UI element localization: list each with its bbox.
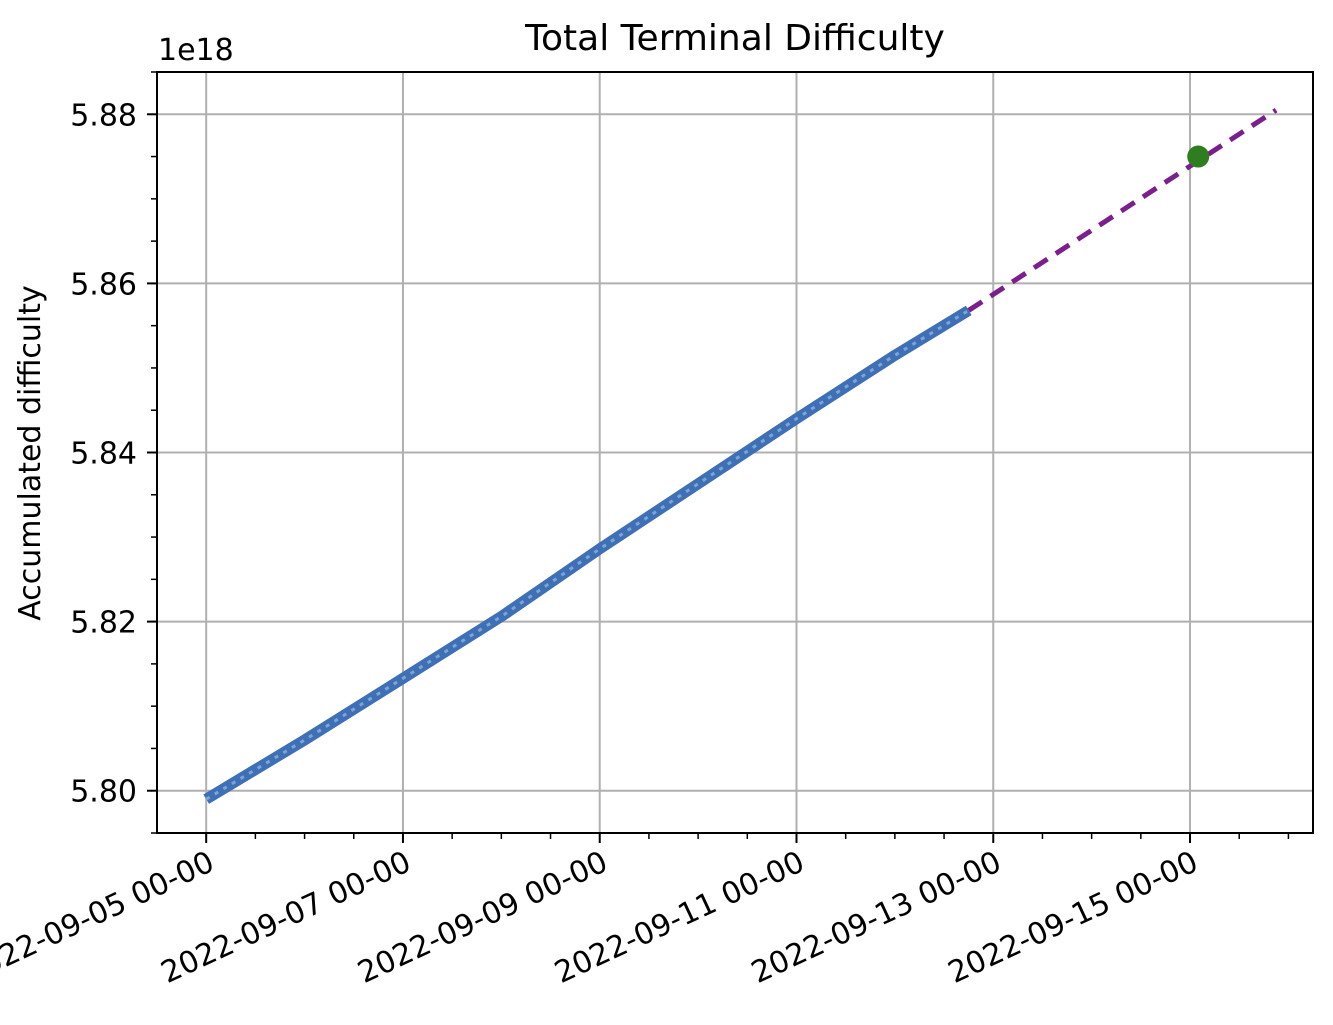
y-tick-label: 5.82: [70, 606, 137, 641]
y-tick-label: 5.80: [70, 775, 137, 810]
y-tick-label: 5.86: [70, 267, 137, 302]
series-layer: [203, 108, 1278, 804]
y-tick-label: 5.88: [70, 98, 137, 133]
y-axis-label: Accumulated difficulty: [13, 285, 48, 621]
y-offset-text: 1e18: [158, 33, 234, 68]
series-line: [203, 305, 972, 804]
y-tick-label: 5.84: [70, 437, 137, 472]
projection-line: [967, 108, 1278, 313]
data-point-marker: [1187, 145, 1210, 168]
chart-title: Total Terminal Difficulty: [524, 18, 945, 59]
series-line-overlay: [205, 309, 970, 801]
grid: [157, 72, 1313, 833]
